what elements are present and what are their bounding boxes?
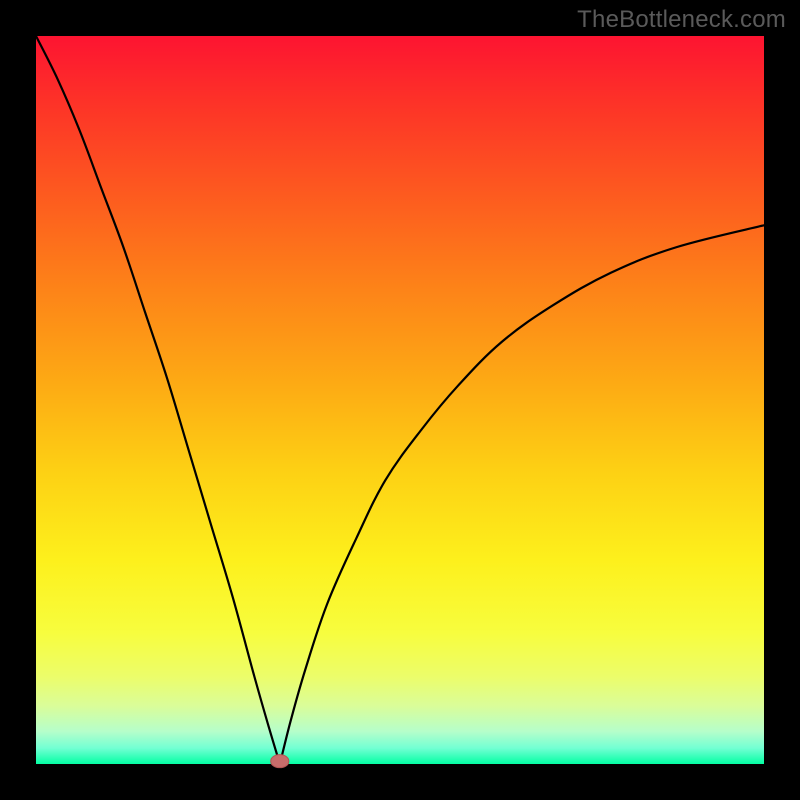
bottleneck-chart-page: TheBottleneck.com (0, 0, 800, 800)
plot-area (36, 36, 764, 764)
watermark-text: TheBottleneck.com (577, 6, 786, 34)
optimal-point-marker (270, 754, 289, 768)
bottleneck-curve (36, 36, 764, 764)
